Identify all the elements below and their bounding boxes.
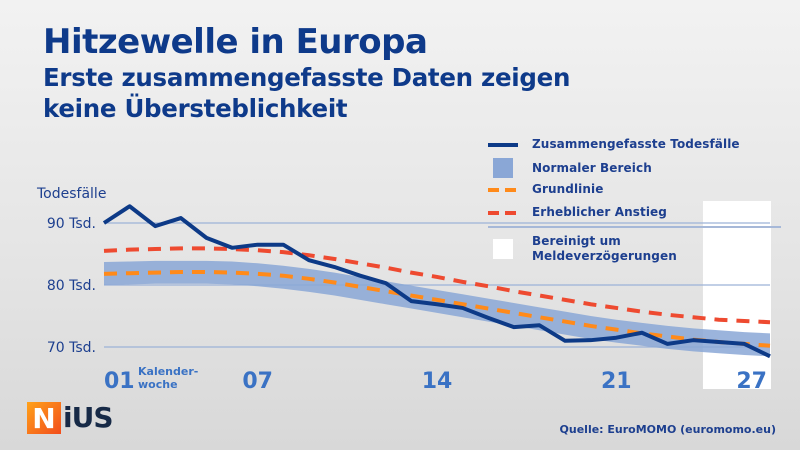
legend-item-significant-increase: Erheblicher Anstieg [488,205,667,220]
chart-subtitle-line2: keine Übersteblichkeit [43,94,348,123]
legend-dash-swatch-icon [488,210,518,215]
x-tick-label: 01 [104,369,135,394]
legend-label: Meldeverzögerungen [532,249,677,263]
x-tick-label: 07 [242,369,273,394]
legend-line-swatch-icon [488,142,518,147]
title-block: Hitzewelle in Europa Erste zusammengefas… [43,22,570,124]
y-axis-ticks: 70 Tsd. 80 Tsd. 90 Tsd. [47,216,96,356]
x-tick-label: 27 [736,369,767,394]
x-tick-label: 21 [601,369,632,394]
x-axis-label-line1: Kalender- [138,365,198,378]
legend-label: Grundlinie [532,182,604,196]
y-tick-label: 80 Tsd. [47,278,96,294]
legend-item-normal-range: Normaler Bereich [488,158,652,178]
x-axis-label-line2: woche [138,378,178,391]
legend-box-swatch-icon [493,239,513,259]
legend-box-swatch-icon [493,158,513,178]
source-note: Quelle: EuroMOMO (euromomo.eu) [559,423,776,436]
series-baseline-line [103,269,771,348]
series-significant-increase-line [103,246,771,325]
y-axis-label: Todesfälle [36,186,106,202]
legend-label: Normaler Bereich [532,160,652,175]
legend-dash-swatch-icon [488,187,518,192]
legend-item-baseline: Grundlinie [488,182,603,197]
y-tick-label: 70 Tsd. [47,340,96,356]
legend-label: Zusammengefasste Todesfälle [532,137,740,151]
chart-subtitle-line1: Erste zusammengefasste Daten zeigen [43,63,571,92]
logo-n-mark: N [27,401,61,435]
y-tick-label: 90 Tsd. [47,216,96,232]
legend-item-adjusted: Bereinigt um Meldeverzögerungen [488,234,677,264]
adjusted-region [702,201,771,389]
legend-label: Bereinigt um [532,234,621,248]
legend-label: Erheblicher Anstieg [532,205,667,219]
normal-range-band [104,260,770,357]
legend-item-deaths: Zusammengefasste Todesfälle [488,137,740,152]
logo-text: iUS [63,401,113,434]
legend-divider [488,226,781,228]
x-axis-ticks: 01 07 14 21 27 [104,369,767,394]
nius-logo: N iUS [27,401,113,435]
series-deaths-line [102,204,771,359]
x-tick-label: 14 [422,369,453,394]
chart-title: Hitzewelle in Europa [43,22,428,62]
